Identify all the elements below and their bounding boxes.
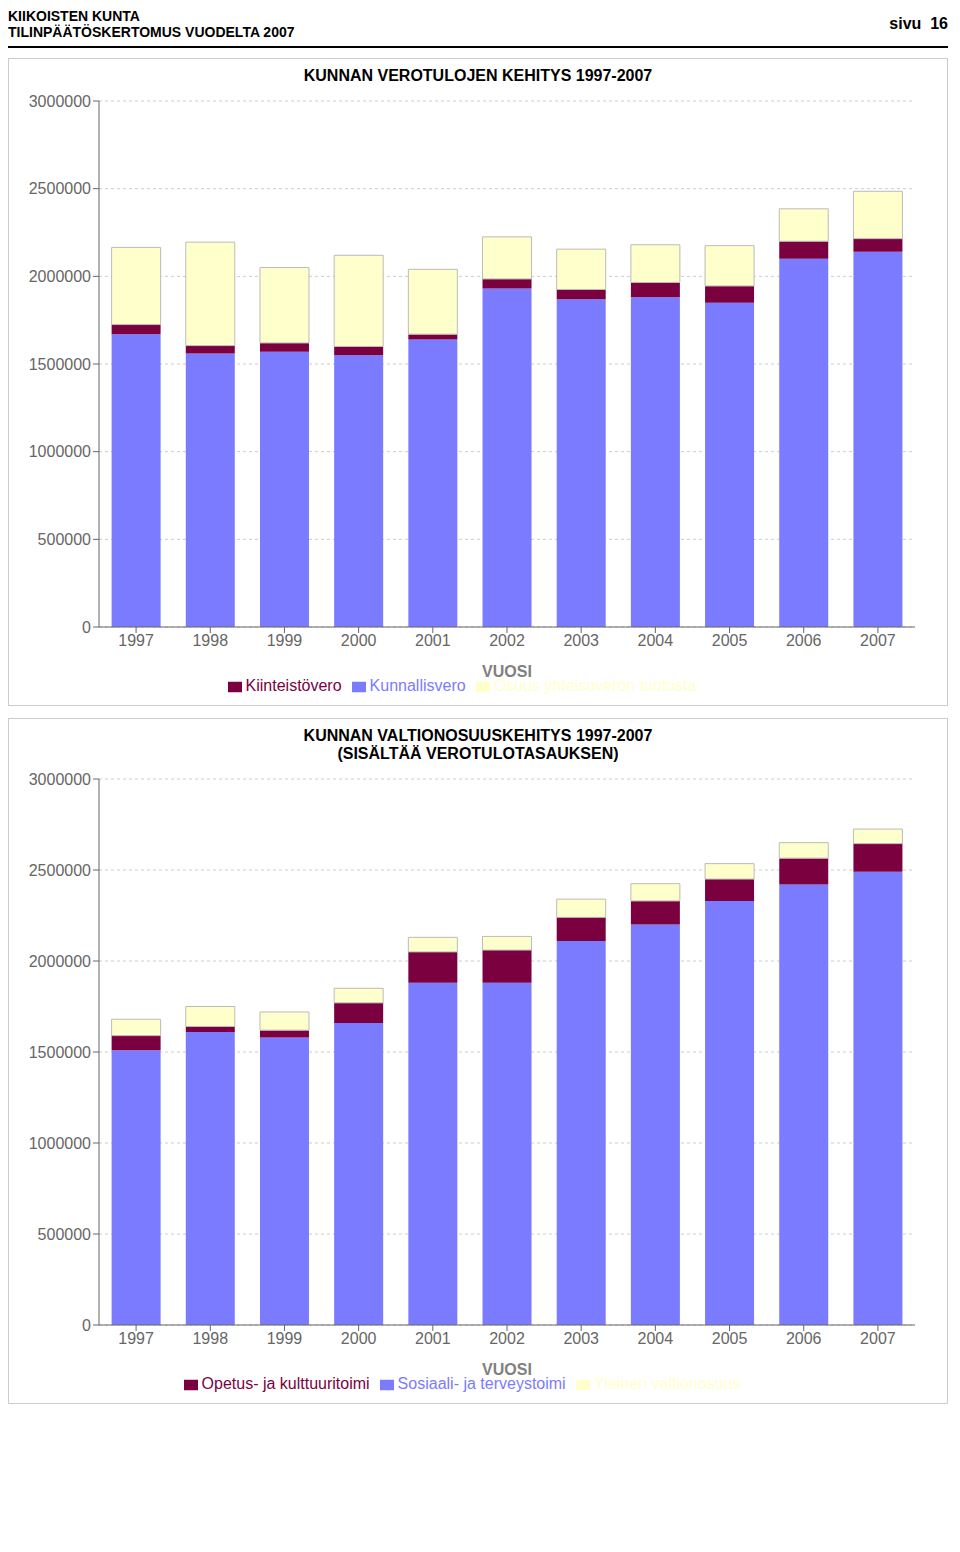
svg-text:1998: 1998 bbox=[192, 1330, 228, 1347]
svg-text:2006: 2006 bbox=[786, 1330, 822, 1347]
svg-text:1500000: 1500000 bbox=[29, 356, 91, 373]
svg-text:1998: 1998 bbox=[192, 632, 228, 649]
svg-text:2000: 2000 bbox=[341, 1330, 377, 1347]
svg-text:500000: 500000 bbox=[38, 1226, 91, 1243]
html-text:Kunnallisvero: Kunnallisvero bbox=[369, 677, 466, 694]
svg-text:3000000: 3000000 bbox=[29, 93, 91, 110]
svg-text:2006: 2006 bbox=[786, 632, 822, 649]
svg-text:2003: 2003 bbox=[563, 632, 599, 649]
svg-text:2005: 2005 bbox=[712, 632, 748, 649]
svg-text:2500000: 2500000 bbox=[29, 180, 91, 197]
html-text:Opetus- ja kulttuuritoimi: Opetus- ja kulttuuritoimi bbox=[201, 1375, 370, 1392]
svg-text:2005: 2005 bbox=[712, 1330, 748, 1347]
html-text:KIIKOISTEN KUNTA: KIIKOISTEN KUNTA bbox=[8, 8, 140, 24]
svg-text:2000: 2000 bbox=[341, 632, 377, 649]
svg-text:2000000: 2000000 bbox=[29, 268, 91, 285]
svg-text:2003: 2003 bbox=[563, 1330, 599, 1347]
html-text:Yleinen valtionosuus: Yleinen valtionosuus bbox=[593, 1375, 741, 1392]
svg-text:VUOSI: VUOSI bbox=[482, 1361, 532, 1378]
svg-text:0: 0 bbox=[82, 619, 91, 636]
html-text:Sosiaali- ja terveystoimi: Sosiaali- ja terveystoimi bbox=[397, 1375, 566, 1392]
svg-text:2004: 2004 bbox=[638, 632, 674, 649]
svg-text:2002: 2002 bbox=[489, 632, 525, 649]
svg-text:1000000: 1000000 bbox=[29, 1135, 91, 1152]
svg-text:2002: 2002 bbox=[489, 1330, 525, 1347]
html-text:Kiinteistövero: Kiinteistövero bbox=[245, 677, 342, 694]
html-text:TILINPÄÄTÖSKERTOMUS VUODELTA 2: TILINPÄÄTÖSKERTOMUS VUODELTA 2007 bbox=[8, 24, 295, 40]
svg-text:VUOSI: VUOSI bbox=[482, 663, 532, 680]
svg-text:2007: 2007 bbox=[860, 632, 896, 649]
svg-text:1500000: 1500000 bbox=[29, 1044, 91, 1061]
html-text:KUNNAN VALTIONOSUUSKEHITYS 199: KUNNAN VALTIONOSUUSKEHITYS 1997-2007 bbox=[303, 727, 653, 744]
html-text:Osuus yhteisoveron tuotosta: Osuus yhteisoveron tuotosta bbox=[493, 677, 697, 694]
svg-text:1997: 1997 bbox=[118, 632, 154, 649]
svg-text:2500000: 2500000 bbox=[29, 862, 91, 879]
svg-text:1997: 1997 bbox=[118, 1330, 154, 1347]
html-text:sivu 16: sivu 16 bbox=[889, 15, 948, 32]
svg-text:1999: 1999 bbox=[267, 1330, 303, 1347]
svg-text:0: 0 bbox=[82, 1317, 91, 1334]
svg-text:2007: 2007 bbox=[860, 1330, 896, 1347]
html-text:(SISÄLTÄÄ VEROTULOTASAUKSEN): (SISÄLTÄÄ VEROTULOTASAUKSEN) bbox=[337, 745, 619, 762]
svg-text:1999: 1999 bbox=[267, 632, 303, 649]
svg-text:2000000: 2000000 bbox=[29, 953, 91, 970]
svg-text:1000000: 1000000 bbox=[29, 443, 91, 460]
html-text:KUNNAN VEROTULOJEN KEHITYS 199: KUNNAN VEROTULOJEN KEHITYS 1997-2007 bbox=[303, 67, 653, 84]
svg-text:3000000: 3000000 bbox=[29, 771, 91, 788]
svg-text:2001: 2001 bbox=[415, 1330, 451, 1347]
svg-text:500000: 500000 bbox=[38, 531, 91, 548]
svg-text:2004: 2004 bbox=[638, 1330, 674, 1347]
svg-text:2001: 2001 bbox=[415, 632, 451, 649]
